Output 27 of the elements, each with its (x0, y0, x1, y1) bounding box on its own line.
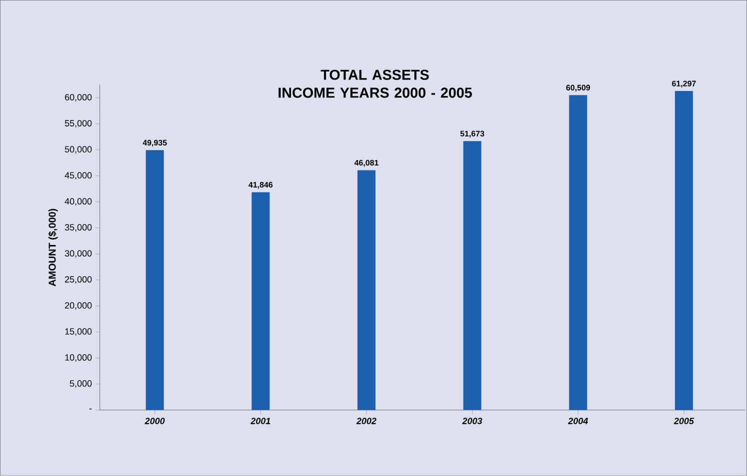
x-tick-label: 2004 (568, 418, 588, 424)
x-tick-label: 2000 (144, 418, 165, 424)
y-tick-label: - (89, 408, 92, 410)
y-tick-label: 20,000 (65, 302, 92, 310)
y-tick-label: 5,000 (70, 380, 92, 388)
y-tick-label: 25,000 (65, 276, 92, 284)
x-tick-label: 2005 (674, 418, 694, 424)
y-tick-label: 30,000 (64, 250, 92, 258)
y-tick-label: 10,000 (65, 354, 92, 362)
y-tick-label: 15,000 (65, 328, 92, 336)
bar (463, 141, 482, 410)
y-tick-label: 60,000 (65, 94, 92, 102)
bar (569, 95, 588, 410)
y-tick-label: 35,000 (64, 224, 92, 232)
bar (252, 192, 270, 410)
x-tick-label: 2001 (250, 418, 270, 424)
x-tick-label: 2003 (462, 418, 482, 424)
bar (357, 170, 376, 410)
x-tick-label: 2002 (356, 418, 376, 424)
y-tick-label: 50,000 (64, 146, 92, 154)
y-tick-label: 55,000 (64, 120, 92, 128)
y-axis-title: AMOUNT ($,000) (48, 208, 58, 286)
y-tick-label: 40,000 (64, 198, 92, 206)
bar (146, 150, 164, 410)
bar (674, 91, 693, 410)
y-tick-label: 45,000 (64, 172, 92, 180)
chart-title: TOTAL ASSETS INCOME YEARS 2000 - 2005 (278, 70, 472, 98)
